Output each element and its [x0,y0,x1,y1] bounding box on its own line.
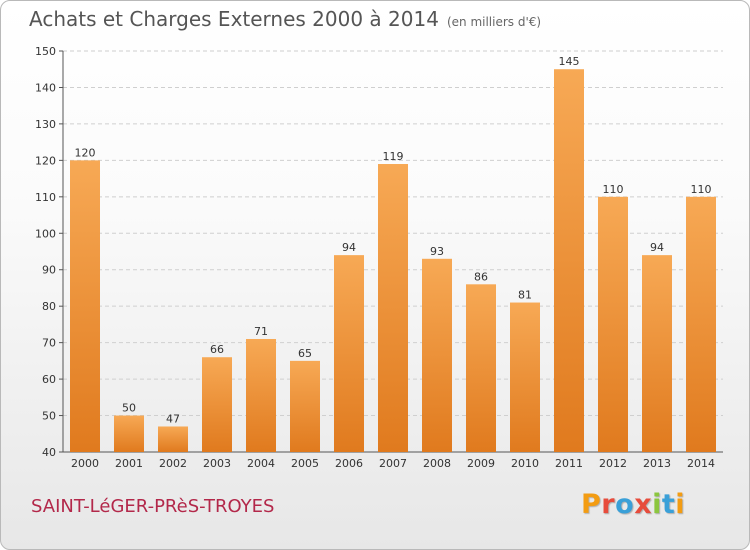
bar [554,69,584,453]
bar [70,160,100,452]
bar-value-label: 65 [298,347,312,360]
y-tick-label: 90 [42,264,56,277]
bar [642,255,672,452]
x-tick-label: 2014 [687,457,715,470]
bar [686,196,716,452]
x-tick-label: 2012 [599,457,627,470]
x-tick-label: 2000 [71,457,99,470]
x-tick-label: 2008 [423,457,451,470]
y-tick-label: 140 [35,81,56,94]
logo-letter: i [675,489,686,520]
chart-title: Achats et Charges Externes 2000 à 2014 (e… [29,7,541,31]
x-tick-label: 2010 [511,457,539,470]
bar-value-label: 50 [122,402,136,415]
bar [334,255,364,452]
x-tick-label: 2002 [159,457,187,470]
logo-letter: P [581,489,602,520]
x-tick-label: 2003 [203,457,231,470]
y-tick-label: 120 [35,154,56,167]
bar-value-label: 47 [166,412,180,425]
y-tick-label: 80 [42,300,56,313]
proxiti-logo: Proxiti [581,489,685,520]
logo-letter: r [601,489,616,520]
y-tick-label: 60 [42,373,56,386]
x-tick-label: 2007 [379,457,407,470]
bar-value-label: 94 [342,241,356,254]
x-tick-label: 2001 [115,457,143,470]
bar-value-label: 120 [75,146,96,159]
bar [202,357,232,452]
logo-letter: t [661,489,676,520]
logo-letter: i [652,489,662,520]
bar [246,338,276,452]
bar-value-label: 119 [383,150,404,163]
town-name: SAINT-LéGER-PRèS-TROYES [31,496,275,517]
bar-value-label: 71 [254,325,268,338]
bar-value-label: 110 [603,183,624,196]
logo-letter: x [634,489,653,520]
bar-value-label: 94 [650,241,664,254]
y-tick-label: 100 [35,227,56,240]
bar [510,302,540,452]
y-tick-label: 110 [35,191,56,204]
bar-value-label: 110 [691,183,712,196]
x-tick-label: 2004 [247,457,275,470]
y-tick-label: 50 [42,410,56,423]
bar-value-label: 66 [210,343,224,356]
x-tick-label: 2006 [335,457,363,470]
bar [378,164,408,452]
chart-title-text: Achats et Charges Externes 2000 à 2014 [29,7,439,31]
bar-value-label: 145 [559,55,580,68]
bar [422,258,452,452]
bar [114,415,144,452]
bar [598,196,628,452]
y-tick-label: 70 [42,337,56,350]
x-tick-label: 2013 [643,457,671,470]
x-tick-label: 2005 [291,457,319,470]
bar [158,426,188,452]
bar-value-label: 81 [518,289,532,302]
chart-unit: (en milliers d'€) [446,15,542,29]
bar-value-label: 93 [430,245,444,258]
x-tick-label: 2009 [467,457,495,470]
logo-letter: o [615,489,635,520]
x-tick-label: 2011 [555,457,583,470]
bar [466,284,496,452]
y-tick-label: 40 [42,446,56,459]
bar-value-label: 86 [474,270,488,283]
y-tick-label: 150 [35,45,56,58]
y-tick-label: 130 [35,118,56,131]
bar [290,360,320,452]
